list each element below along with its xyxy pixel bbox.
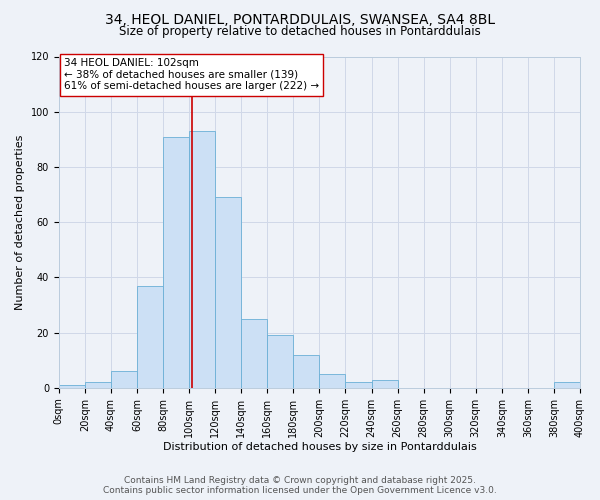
Bar [215, 198, 241, 388]
Bar [267, 336, 293, 388]
Text: 34 HEOL DANIEL: 102sqm
← 38% of detached houses are smaller (139)
61% of semi-de: 34 HEOL DANIEL: 102sqm ← 38% of detached… [64, 58, 319, 92]
Bar [346, 382, 371, 388]
Bar [319, 374, 346, 388]
Text: Contains HM Land Registry data © Crown copyright and database right 2025.
Contai: Contains HM Land Registry data © Crown c… [103, 476, 497, 495]
Bar [554, 382, 580, 388]
X-axis label: Distribution of detached houses by size in Pontarddulais: Distribution of detached houses by size … [163, 442, 476, 452]
Bar [111, 372, 137, 388]
Bar [189, 131, 215, 388]
Text: Size of property relative to detached houses in Pontarddulais: Size of property relative to detached ho… [119, 25, 481, 38]
Bar [293, 354, 319, 388]
Bar [163, 136, 189, 388]
Y-axis label: Number of detached properties: Number of detached properties [15, 134, 25, 310]
Bar [371, 380, 398, 388]
Bar [59, 385, 85, 388]
Bar [241, 319, 267, 388]
Bar [85, 382, 111, 388]
Text: 34, HEOL DANIEL, PONTARDDULAIS, SWANSEA, SA4 8BL: 34, HEOL DANIEL, PONTARDDULAIS, SWANSEA,… [105, 12, 495, 26]
Bar [137, 286, 163, 388]
